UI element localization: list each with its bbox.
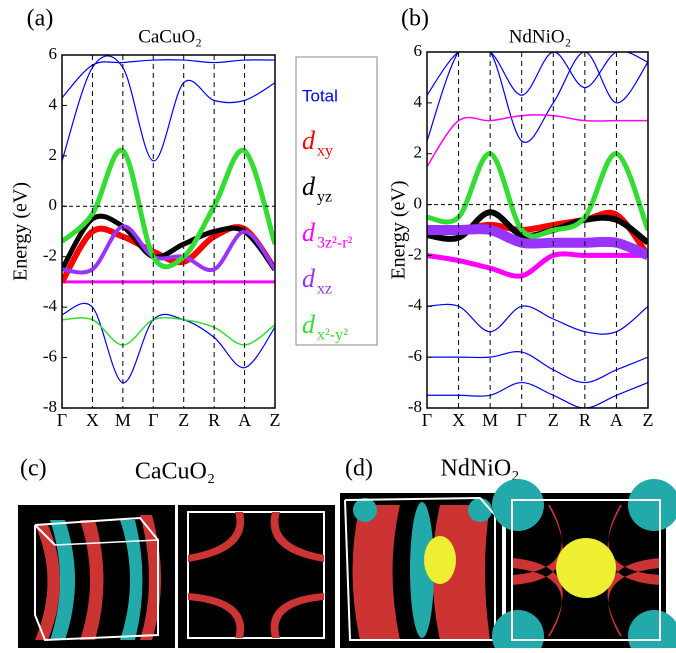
band <box>427 115 648 166</box>
plot-area <box>62 56 275 383</box>
y-tick-label: 4 <box>414 92 423 111</box>
panel-label: (a) <box>27 6 54 32</box>
plot-area <box>427 41 648 408</box>
y-tick-label: -8 <box>408 397 422 416</box>
y-tick-label: -6 <box>408 346 422 365</box>
legend-subscript: x²-y² <box>317 327 348 344</box>
y-tick-label: 6 <box>414 41 423 60</box>
chart-title: CaCuO₂ <box>138 26 202 47</box>
band <box>62 303 275 382</box>
y-tick-label: -4 <box>408 295 423 314</box>
legend-symbol: d <box>302 264 316 293</box>
x-tick-label: Z <box>270 410 281 430</box>
bands <box>62 56 275 383</box>
y-tick-label: 4 <box>49 94 58 113</box>
y-tick-label: 2 <box>414 143 423 162</box>
panel-label: (b) <box>401 6 429 32</box>
x-tick-label: Γ <box>517 410 527 430</box>
bands <box>427 41 648 408</box>
legend-subscript: yz <box>317 189 332 206</box>
legend-subscript: xy <box>317 143 333 160</box>
fermi-surface-d <box>340 479 676 648</box>
y-tick-label: -6 <box>43 346 57 365</box>
legend-symbol: d <box>302 310 316 339</box>
chart-title: NdNiO₂ <box>509 26 572 47</box>
y-tick-label: 2 <box>49 145 58 164</box>
y-tick-label: -2 <box>408 244 422 263</box>
y-tick-label: 0 <box>49 195 58 214</box>
x-tick-label: Z <box>548 410 559 430</box>
x-tick-label: X <box>452 410 465 430</box>
x-tick-label: A <box>610 410 623 430</box>
legend-subscript: xz <box>317 281 332 298</box>
band <box>427 154 648 236</box>
x-tick-label: Z <box>643 410 654 430</box>
y-tick-label: 0 <box>414 193 423 212</box>
x-tick-label: Z <box>178 410 189 430</box>
y-tick-label: -2 <box>43 246 57 265</box>
x-tick-label: Γ <box>57 410 67 430</box>
band <box>427 41 648 143</box>
legend-symbol: d <box>302 172 316 201</box>
band <box>427 383 648 408</box>
band <box>62 150 275 267</box>
y-tick-label: 6 <box>49 44 58 63</box>
band <box>427 352 648 383</box>
band <box>62 56 275 161</box>
fermi-surface-c <box>18 505 335 648</box>
band <box>427 47 648 96</box>
x-tick-label: M <box>482 410 498 430</box>
x-tick-label: A <box>238 410 251 430</box>
y-axis-label: Energy (eV) <box>388 180 410 279</box>
y-tick-label: -8 <box>43 397 57 416</box>
x-tick-label: Γ <box>148 410 158 430</box>
legend-symbol: d <box>302 218 316 247</box>
figure: (c) CaCuO₂ (d) NdNiO₂ (a)Ca <box>0 0 676 648</box>
band <box>427 254 648 276</box>
x-tick-label: R <box>208 410 220 430</box>
legend-symbol: d <box>302 126 316 155</box>
legend-label: Total <box>302 86 338 105</box>
x-tick-label: Γ <box>422 410 432 430</box>
x-tick-label: M <box>115 410 131 430</box>
x-tick-label: X <box>86 410 99 430</box>
band <box>62 318 275 345</box>
band <box>427 304 648 334</box>
panel-label: (d) <box>345 456 373 482</box>
panel-title: CaCuO₂ <box>135 459 215 485</box>
y-tick-label: -4 <box>43 296 58 315</box>
x-tick-label: R <box>579 410 591 430</box>
panel-title: NdNiO₂ <box>440 456 519 482</box>
legend-subscript: 3z²-r² <box>317 235 353 252</box>
panel-label: (c) <box>20 456 47 482</box>
y-axis-label: Energy (eV) <box>10 182 32 281</box>
